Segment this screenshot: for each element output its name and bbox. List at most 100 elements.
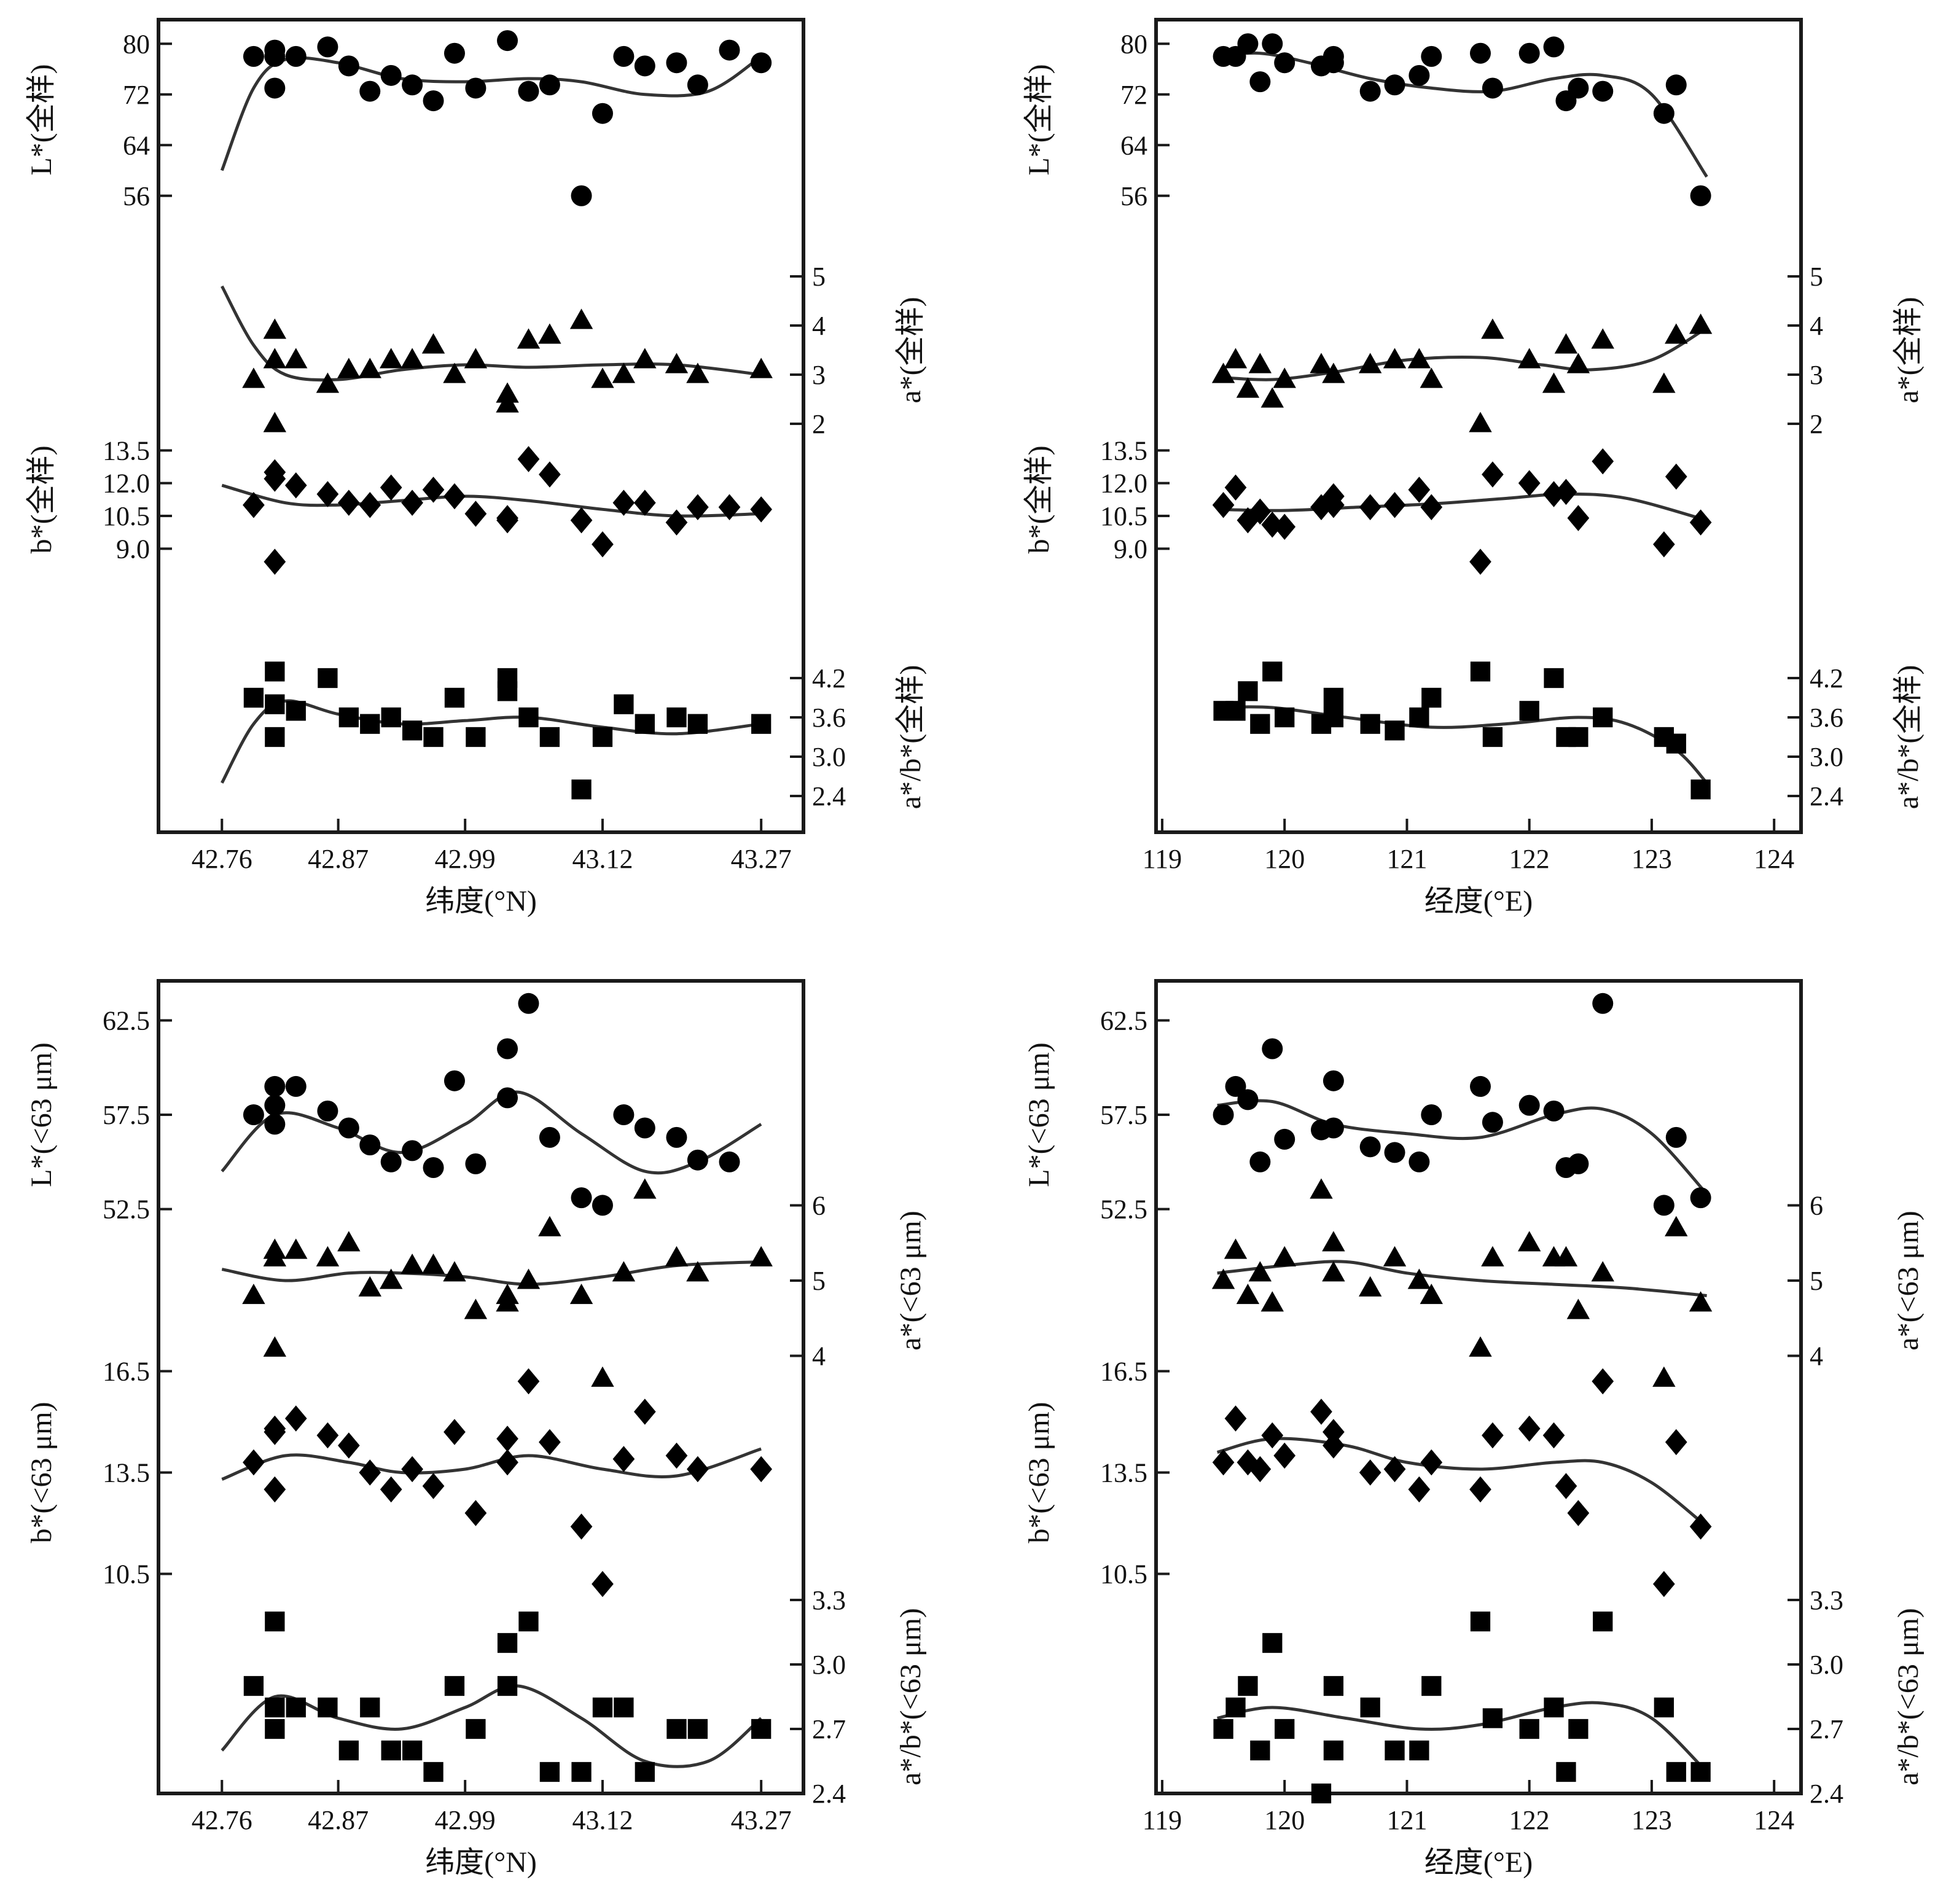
y-tick-label: 4.2: [812, 663, 846, 693]
y-tick-label: 4.2: [1810, 663, 1843, 693]
data-point: [1359, 80, 1381, 102]
data-point: [1593, 1611, 1613, 1632]
data-point: [1260, 387, 1284, 408]
data-point: [1543, 1100, 1565, 1122]
data-point: [1517, 1231, 1541, 1252]
y-tick-label: 72: [123, 80, 150, 110]
series-1: 56 64 72 80 L*(全样): [25, 29, 772, 211]
plot-frame: [1154, 979, 1803, 1795]
data-point: [497, 1087, 518, 1109]
data-point: [539, 1126, 560, 1148]
y-tick-label: 3.0: [1810, 742, 1843, 772]
data-point: [380, 1476, 402, 1503]
data-point: [1236, 377, 1260, 398]
data-point: [592, 103, 613, 124]
y-tick-label: 2.4: [812, 1779, 846, 1809]
y-tick-label: 52.5: [1100, 1195, 1147, 1225]
series-4: 2.4 2.7 3.0 3.3 a*/b*(<63 μm): [221, 1585, 927, 1809]
data-point: [1470, 661, 1491, 682]
data-point: [358, 1276, 381, 1297]
data-point: [444, 1070, 465, 1091]
data-point: [686, 1261, 709, 1282]
data-point: [284, 348, 308, 369]
data-point: [1665, 74, 1687, 96]
data-point: [1323, 52, 1344, 74]
data-point: [1273, 1246, 1296, 1266]
data-point: [1275, 1719, 1295, 1739]
y-tick-label: 5: [1810, 1266, 1823, 1296]
data-point: [338, 707, 359, 728]
data-point: [496, 1426, 518, 1452]
data-point: [264, 1075, 286, 1097]
data-point: [1383, 1246, 1407, 1266]
data-point: [263, 318, 287, 339]
data-point: [1212, 1449, 1235, 1476]
fit-curve: [220, 55, 762, 171]
x-tick-label: 43.12: [572, 1805, 633, 1835]
data-point: [571, 185, 592, 206]
y-tick-label: 3.6: [1810, 703, 1843, 733]
data-point: [1236, 1283, 1260, 1305]
y-tick-label: 62.5: [103, 1005, 150, 1036]
data-point: [1653, 103, 1674, 124]
data-point: [1273, 367, 1296, 388]
data-point: [1385, 720, 1405, 741]
data-point: [719, 1151, 740, 1172]
data-point: [1482, 1422, 1504, 1449]
data-point: [243, 45, 264, 67]
data-point: [1261, 1422, 1284, 1449]
data-point: [1555, 478, 1577, 505]
data-point: [751, 52, 772, 74]
y-axis-title: a*(全样): [1892, 297, 1925, 403]
fit-curve: [1217, 51, 1708, 178]
y-tick-label: 3.3: [1810, 1585, 1843, 1615]
data-point: [571, 1762, 592, 1782]
data-point: [1211, 1268, 1235, 1289]
data-point: [1469, 548, 1491, 575]
y-tick-label: 5: [1810, 262, 1823, 292]
data-point: [719, 39, 740, 61]
data-point: [1568, 77, 1589, 99]
data-point: [571, 1187, 592, 1209]
x-tick-label: 43.27: [731, 1805, 792, 1835]
y-tick-label: 64: [123, 130, 150, 160]
data-point: [402, 74, 423, 96]
data-point: [1385, 1740, 1405, 1761]
data-point: [634, 55, 655, 77]
data-point: [1323, 1676, 1344, 1696]
data-point: [1652, 1366, 1676, 1387]
fit-curve: [221, 1447, 762, 1481]
data-point: [337, 1231, 361, 1252]
data-point: [666, 1719, 687, 1739]
data-point: [264, 1476, 286, 1503]
fit-curve: [1217, 492, 1708, 522]
data-point: [465, 77, 486, 99]
data-point: [592, 727, 613, 747]
data-point: [1518, 1415, 1541, 1442]
data-point: [265, 1697, 285, 1718]
y-tick-label: 13.5: [1100, 435, 1147, 466]
data-point: [359, 491, 381, 518]
y-tick-label: 2.4: [812, 781, 846, 811]
data-point: [443, 1261, 466, 1282]
data-point: [1690, 779, 1711, 800]
y-tick-label: 10.5: [1100, 1559, 1147, 1590]
data-point: [264, 1415, 286, 1442]
x-tick-label: 123: [1631, 1805, 1672, 1835]
data-point: [337, 490, 360, 516]
data-point: [381, 707, 401, 728]
data-point: [358, 357, 381, 378]
data-point: [1666, 1762, 1686, 1782]
data-point: [1518, 1094, 1540, 1116]
x-tick-label: 42.76: [192, 1805, 252, 1835]
data-point: [243, 1676, 264, 1696]
data-point: [1517, 348, 1541, 369]
data-point: [613, 1104, 635, 1125]
data-point: [1224, 1238, 1248, 1259]
data-point: [1421, 45, 1442, 67]
data-point: [1568, 1153, 1589, 1174]
y-tick-label: 3.0: [1810, 1650, 1843, 1680]
y-tick-label: 80: [123, 29, 150, 59]
x-tick-label: 42.76: [192, 844, 252, 874]
data-point: [1323, 707, 1344, 728]
